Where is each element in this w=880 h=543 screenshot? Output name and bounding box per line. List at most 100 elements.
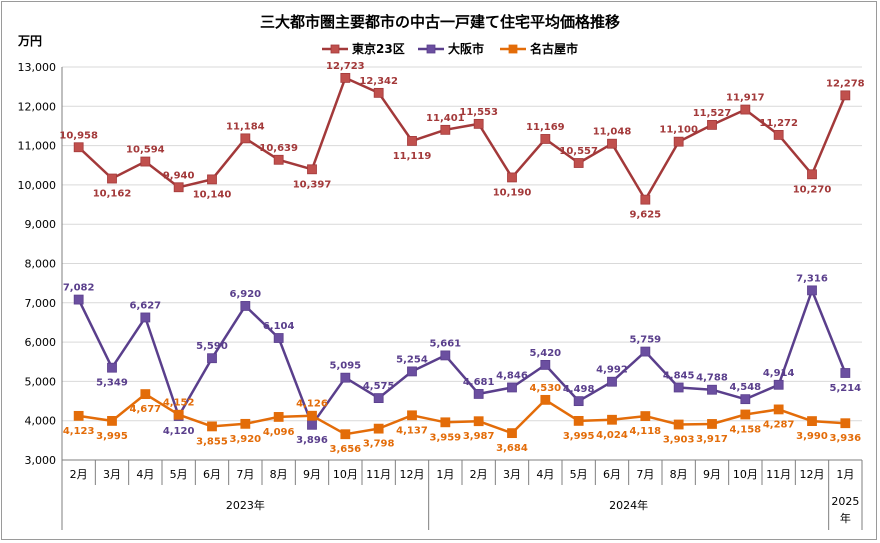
data-point (740, 104, 751, 115)
data-point (673, 136, 684, 147)
data-label: 3,917 (696, 434, 728, 445)
data-label: 3,920 (230, 434, 262, 445)
data-point (673, 419, 684, 430)
data-label: 7,316 (796, 273, 828, 284)
data-point (140, 389, 151, 399)
data-point (807, 416, 817, 426)
data-label: 4,123 (63, 426, 95, 437)
y-tick-label: 11,000 (18, 140, 57, 153)
data-label: 3,855 (196, 436, 228, 447)
data-point (573, 415, 584, 426)
data-point (273, 412, 284, 422)
y-axis-unit: 万円 (17, 34, 42, 48)
data-label: 10,190 (493, 187, 532, 198)
chart-title: 三大都市圏主要都市の中古一戸建て住宅平均価格推移 (260, 13, 620, 31)
data-point (373, 393, 384, 404)
y-tick-label: 9,000 (25, 218, 57, 231)
legend: 東京23区 大阪市 名古屋市 (322, 41, 578, 56)
data-point (73, 294, 84, 305)
x-tick-label: 10月 (733, 468, 758, 481)
series-line (77, 76, 847, 201)
data-point (640, 411, 651, 421)
data-point (340, 372, 351, 383)
year-group-label: 2023年 (226, 498, 265, 512)
data-label: 3,959 (430, 432, 462, 443)
data-label: 3,995 (563, 431, 595, 442)
data-point (840, 90, 851, 101)
x-axis: 2月 3月 4月 5月 6月 7月 8月 9月 10月 11月 12月 1月 2月 3月 4月 5月 6月 7月 8… (61, 460, 863, 530)
year-group-label: 2024年 (609, 498, 648, 512)
data-point (707, 119, 717, 130)
x-tick-label: 4月 (536, 468, 554, 481)
data-label: 5,759 (630, 335, 662, 346)
data-label: 11,553 (459, 107, 498, 118)
data-label: 11,048 (593, 127, 632, 138)
data-label: 4,845 (663, 370, 695, 381)
y-tick-label: 4,000 (25, 415, 57, 428)
data-point (507, 172, 517, 183)
data-label: 4,126 (296, 399, 328, 410)
data-label: 9,625 (630, 210, 662, 221)
legend-entry: 大阪市 (448, 41, 484, 56)
data-label: 4,677 (130, 404, 162, 415)
data-label: 4,498 (563, 384, 595, 395)
data-point (407, 410, 417, 421)
x-tick-label: 10月 (333, 468, 358, 481)
data-point (707, 419, 717, 429)
data-point (773, 130, 784, 140)
data-label: 5,590 (196, 341, 228, 352)
gridlines (61, 66, 862, 461)
x-tick-label: 4月 (136, 468, 154, 481)
series-line (77, 289, 847, 427)
data-point (573, 158, 584, 168)
x-tick-label: 8月 (270, 468, 288, 481)
x-tick-label: 12月 (400, 468, 425, 481)
data-point (207, 421, 217, 432)
data-point (640, 194, 651, 205)
data-point (107, 415, 117, 426)
data-point (207, 353, 217, 364)
x-tick-label: 11月 (366, 468, 391, 481)
data-label: 4,158 (730, 424, 762, 435)
data-point (307, 164, 317, 175)
x-tick-label: 1月 (836, 468, 854, 481)
x-tick-label: 9月 (703, 468, 721, 481)
legend-marker (426, 44, 436, 54)
data-label: 11,401 (426, 113, 465, 124)
data-point (707, 384, 717, 395)
data-point (440, 350, 451, 361)
data-point (207, 174, 217, 185)
legend-marker (330, 44, 340, 54)
x-tick-label: 5月 (570, 468, 588, 481)
data-point (373, 423, 384, 434)
data-point (473, 416, 484, 427)
data-label: 4,914 (763, 368, 795, 379)
data-label: 3,903 (663, 435, 695, 446)
data-point (407, 136, 417, 146)
data-label: 6,920 (230, 289, 262, 300)
data-label: 4,287 (763, 419, 795, 430)
data-label: 4,118 (630, 426, 662, 437)
data-label: 9,940 (163, 170, 195, 181)
data-point (140, 312, 151, 323)
y-tick-label: 3,000 (25, 454, 57, 467)
data-label: 4,548 (730, 382, 762, 393)
series-東京23区: 10,958 10,162 10,594 9,940 10,140 11,184 10,63… (59, 61, 864, 221)
data-label: 10,639 (259, 143, 298, 154)
data-point (807, 169, 817, 180)
data-label: 12,342 (359, 76, 398, 87)
x-tick-label: 3月 (503, 468, 521, 481)
y-tick-label: 6,000 (25, 336, 57, 349)
legend-marker (508, 44, 518, 54)
data-point (373, 87, 384, 98)
data-point (307, 410, 317, 421)
data-point (473, 118, 484, 129)
legend-entry: 名古屋市 (530, 41, 578, 56)
series-大阪市: 7,082 5,349 6,627 4,120 5,590 6,920 6,104 3,896… (63, 273, 861, 445)
x-tick-label: 7月 (636, 468, 654, 481)
data-point (440, 417, 451, 428)
data-label: 11,119 (393, 151, 432, 162)
data-label: 4,992 (596, 365, 628, 376)
data-point (840, 418, 851, 429)
